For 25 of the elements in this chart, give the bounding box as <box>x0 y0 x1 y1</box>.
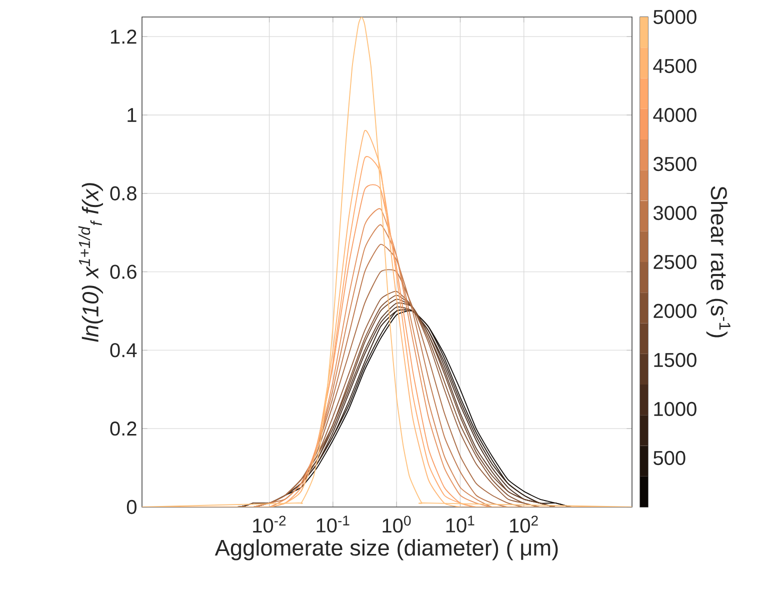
color-bar-label: 5000 <box>654 10 696 24</box>
y-tick-label: 0.8 <box>110 186 136 200</box>
y-axis-title: ln(10) x$^{1+1/d}$$_{f}$ f(x) <box>78 183 103 342</box>
x-tick-label: 10$^{-2}$ <box>253 516 286 533</box>
x-axis-title: Agglomerate size (diameter) ( μm) <box>214 539 558 560</box>
y-tick-label: 0.2 <box>110 422 136 436</box>
color-bar-label: 3500 <box>653 156 696 172</box>
color-bar-title: Shear rate (s$^{-1}$) <box>706 186 730 338</box>
color-bar-label: 2500 <box>654 254 696 270</box>
y-tick-label: 0 <box>126 500 136 514</box>
color-bar-label: 1500 <box>654 352 696 368</box>
color-bar-label: 3000 <box>653 206 696 220</box>
color-bar-label: 2000 <box>654 304 696 318</box>
x-tick-label: 10$^{1}$ <box>446 516 474 532</box>
x-tick-label: 10$^{0}$ <box>382 516 411 533</box>
x-tick-label: 10$^{2}$ <box>510 516 538 533</box>
y-tick-label: 1.2 <box>111 30 136 44</box>
y-tick-label: 0.6 <box>110 264 136 279</box>
color-bar-label: 4000 <box>653 108 696 122</box>
color-bar-label: 500 <box>654 450 686 466</box>
y-tick-label: 0.4 <box>110 343 137 358</box>
y-tick-label: 1 <box>128 108 136 122</box>
color-bar-label: 1000 <box>654 402 696 416</box>
x-tick-label: 10$^{-1}$ <box>316 516 350 532</box>
color-bar-label: 4500 <box>653 58 696 74</box>
